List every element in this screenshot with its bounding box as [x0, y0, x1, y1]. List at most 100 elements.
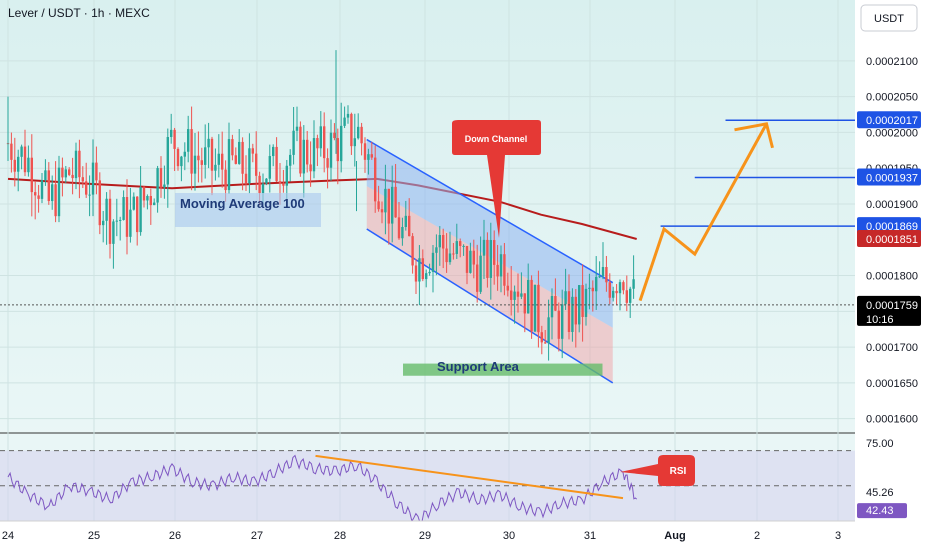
price-tick-5: 0.0001800 [866, 271, 918, 283]
candle-143 [493, 230, 496, 285]
candle-body-84 [292, 130, 295, 155]
candle-body-67 [234, 155, 237, 164]
candle-body-98 [340, 125, 343, 162]
candle-body-8 [34, 192, 37, 196]
candle-body-43 [153, 202, 156, 206]
candle-175 [601, 242, 605, 280]
candle-body-174 [598, 276, 601, 278]
candle-51 [180, 155, 183, 182]
candle-83 [289, 149, 292, 182]
time-tick-8: Aug [664, 530, 685, 542]
channel-upper-line [366, 138, 614, 284]
price-tick-0: 0.0002100 [866, 56, 918, 68]
candle-171 [588, 273, 591, 310]
time-tick-6: 30 [503, 530, 515, 542]
candle-body-48 [170, 129, 173, 138]
candle-body-108 [374, 157, 377, 202]
candle-body-177 [608, 282, 611, 298]
candle-body-176 [605, 267, 608, 283]
candle-168 [578, 285, 581, 333]
time-tick-10: 3 [835, 530, 841, 542]
candle-35 [125, 179, 129, 255]
candle-21 [78, 139, 81, 199]
candle-79 [275, 137, 278, 183]
candle-body-133 [459, 241, 462, 246]
candle-body-26 [95, 162, 98, 181]
price-tag-1: 0.0001937 [857, 168, 921, 186]
price-tag-bg-0 [857, 111, 921, 129]
candle-177 [608, 273, 611, 305]
currency-selector[interactable]: USDT [860, 4, 918, 32]
candle-body-50 [176, 148, 180, 167]
candle-body-111 [384, 188, 387, 213]
candle-body-168 [578, 285, 581, 325]
time-tick-0: 24 [2, 530, 14, 542]
candle-body-114 [394, 186, 397, 218]
candle-body-83 [289, 154, 292, 166]
ma-label-box [175, 193, 321, 227]
candle-body-156 [537, 284, 540, 333]
candle-body-152 [523, 293, 526, 314]
currency-label: USDT [874, 13, 904, 25]
down-channel-layer [366, 138, 614, 384]
candle-body-147 [506, 285, 509, 291]
price-tag-0: 0.0002017 [857, 111, 921, 129]
channel-lower-fill [366, 186, 613, 383]
candle-body-143 [493, 240, 496, 265]
candle-body-63 [221, 153, 224, 170]
projection-layer [638, 119, 855, 302]
candle-body-34 [122, 197, 125, 220]
candle-133 [459, 238, 462, 258]
candle-172 [591, 280, 594, 312]
candle-81 [282, 169, 285, 193]
price-tick-9: 0.0001600 [866, 414, 918, 426]
candle-108 [374, 145, 377, 213]
candle-150 [516, 273, 520, 313]
candle-body-145 [499, 254, 503, 277]
candle-body-159 [547, 317, 550, 344]
candle-body-144 [496, 264, 499, 277]
rsi-tag-current-bg [857, 503, 907, 519]
support-area-box [403, 363, 603, 376]
candle-body-140 [482, 239, 486, 256]
candle-body-97 [336, 138, 339, 162]
candle-19 [71, 157, 74, 195]
candle-body-22 [81, 177, 84, 182]
candle-body-120 [414, 265, 418, 282]
candle-body-160 [550, 296, 554, 318]
candle-86 [299, 121, 302, 177]
candle-body-162 [557, 310, 560, 339]
candle-62 [217, 134, 220, 178]
candle-body-102 [353, 138, 356, 147]
candle-body-27 [98, 180, 101, 226]
rsi-line [7, 454, 638, 524]
candle-body-113 [391, 186, 394, 224]
rsi-tag-ma: 45.26 [866, 487, 894, 499]
candle-7 [30, 134, 33, 217]
candle-body-138 [476, 264, 479, 292]
candle-124 [428, 263, 431, 276]
candle-body-87 [302, 139, 305, 174]
candle-body-57 [200, 160, 203, 165]
candle-112 [387, 188, 390, 245]
candle-76 [265, 178, 268, 186]
candle-160 [550, 288, 554, 340]
candle-body-71 [248, 148, 251, 184]
candle-body-146 [503, 254, 506, 286]
candle-body-119 [411, 236, 414, 266]
candle-97 [336, 128, 339, 185]
candle-145 [499, 245, 503, 293]
candle-body-35 [125, 197, 129, 237]
candle-6 [27, 145, 30, 177]
candle-body-92 [319, 126, 322, 149]
candle-34 [122, 190, 125, 221]
candle-body-69 [241, 141, 244, 174]
candle-body-106 [367, 154, 370, 160]
candle-141 [486, 232, 489, 288]
candle-102 [353, 113, 356, 167]
candle-body-179 [615, 290, 618, 294]
candle-140 [482, 219, 486, 279]
candle-129 [445, 233, 448, 273]
candle-113 [391, 165, 394, 243]
